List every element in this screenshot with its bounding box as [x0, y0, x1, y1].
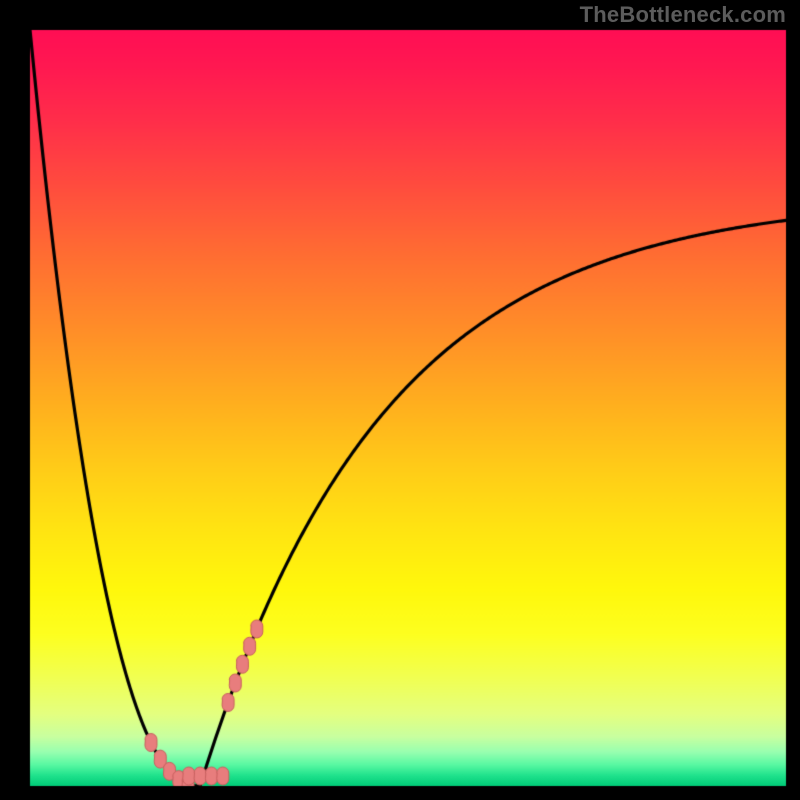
- chart-stage: TheBottleneck.com: [0, 0, 800, 800]
- bottleneck-curve-chart: [0, 0, 800, 800]
